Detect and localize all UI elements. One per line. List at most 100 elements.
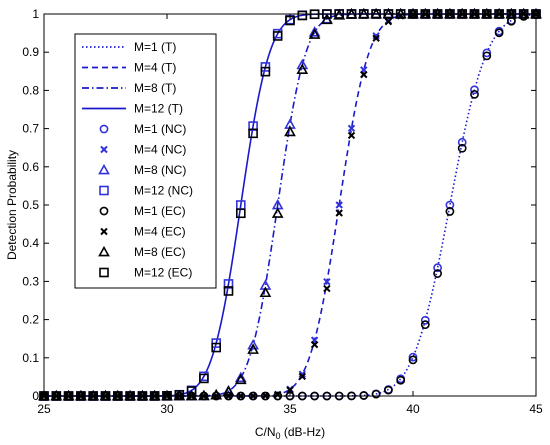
marker-x-stroke <box>347 124 356 133</box>
data-point <box>433 263 442 273</box>
y-tick-label: 0.5 <box>22 198 39 212</box>
legend-entry: M=12 (T) <box>82 102 183 116</box>
data-point <box>211 342 221 353</box>
data-point <box>308 28 321 39</box>
y-tick-label: 0 <box>32 389 39 403</box>
y-tick-label: 0.7 <box>22 122 39 136</box>
x-axis-label: C/N0 (dB-Hz) <box>255 425 325 441</box>
data-point <box>335 201 343 209</box>
legend-entry: M=4 (NC) <box>100 143 186 157</box>
data-point <box>470 85 479 95</box>
marker-x-stroke <box>384 17 393 26</box>
marker-x-stroke <box>310 340 319 349</box>
x-axis: 25 30 35 40 45 <box>37 14 543 416</box>
legend: M=1 (T) M=4 (T) M=8 (T) M=12 (T) M=1 (NC) M=4… <box>74 33 217 289</box>
data-point <box>360 70 368 79</box>
legend-entry: M=1 (EC) <box>99 204 186 218</box>
data-point <box>408 355 418 365</box>
y-tick-label: 0.2 <box>22 313 39 327</box>
legend-box <box>74 33 217 289</box>
legend-label: M=4 (T) <box>134 61 176 75</box>
data-point <box>408 352 418 362</box>
marker-x-stroke <box>273 390 282 399</box>
data-point <box>308 26 321 37</box>
data-point <box>272 31 283 41</box>
data-point <box>359 391 369 400</box>
data-point <box>333 9 346 20</box>
data-point <box>482 48 492 58</box>
data-point <box>321 13 333 25</box>
legend-entry: M=8 (EC) <box>98 245 186 259</box>
data-point <box>383 385 393 395</box>
marker-x-stroke <box>335 201 343 209</box>
marker-x-stroke <box>372 32 380 40</box>
legend-swatch-marker <box>98 163 110 175</box>
legend-label: M=4 (EC) <box>134 225 186 239</box>
data-point <box>296 63 309 75</box>
x-tick-label: 45 <box>529 402 543 416</box>
legend-entry: M=12 (EC) <box>99 266 192 280</box>
y-axis-label: Detection Probability <box>5 150 19 260</box>
data-point <box>271 207 284 218</box>
data-point <box>384 17 393 26</box>
legend-swatch-marker <box>99 185 109 196</box>
data-point <box>420 320 430 330</box>
legend-label: M=12 (EC) <box>134 266 192 280</box>
data-point <box>296 58 309 70</box>
y-tick-label: 0.1 <box>22 351 39 365</box>
legend-label: M=8 (EC) <box>134 245 186 259</box>
marker-x-stroke <box>335 209 343 217</box>
data-point <box>372 32 380 40</box>
data-point <box>186 386 197 396</box>
data-point <box>210 388 223 400</box>
data-point <box>494 28 504 38</box>
legend-label: M=8 (NC) <box>134 163 186 177</box>
legend-swatch-marker <box>100 145 108 154</box>
legend-label: M=1 (NC) <box>134 122 186 136</box>
data-point <box>323 284 331 293</box>
data-point <box>223 279 234 289</box>
legend-swatch-marker <box>100 227 108 236</box>
data-point <box>260 66 271 77</box>
legend-swatch-marker <box>98 245 110 257</box>
y-tick-label: 0.6 <box>22 160 39 174</box>
data-point <box>433 269 442 278</box>
data-point <box>198 389 210 401</box>
marker-x-stroke <box>298 370 307 378</box>
marker-x-stroke <box>347 131 356 140</box>
y-tick-label: 0.8 <box>22 83 39 97</box>
y-tick-label: 1 <box>32 7 39 21</box>
legend-label: M=12 (NC) <box>134 184 193 198</box>
marker-x-stroke <box>360 70 368 79</box>
data-point <box>482 51 492 61</box>
marker-x-stroke <box>298 372 307 381</box>
marker-x-stroke <box>323 284 331 293</box>
data-point <box>470 89 479 99</box>
data-point <box>297 10 308 21</box>
data-point <box>234 373 247 385</box>
data-point <box>199 373 209 384</box>
legend-entry: M=1 (T) <box>82 40 176 54</box>
legend-entry: M=8 (NC) <box>98 163 186 177</box>
data-point <box>286 386 294 394</box>
legend-label: M=12 (T) <box>134 102 183 116</box>
data-point <box>372 34 380 42</box>
marker-x-stroke <box>286 386 294 394</box>
data-point <box>234 371 247 383</box>
data-point <box>284 125 296 137</box>
data-point <box>247 338 259 350</box>
y-axis: 0 0.1 0.2 0.3 0.4 0.5 0.6 0.7 0.8 0.9 1 <box>22 7 536 403</box>
x-tick-label: 35 <box>283 402 297 416</box>
data-point <box>298 370 307 378</box>
legend-label: M=1 (T) <box>134 40 176 54</box>
legend-entry: M=4 (T) <box>82 61 176 75</box>
x-tick-label: 25 <box>37 402 51 416</box>
data-point <box>247 343 259 354</box>
data-point <box>259 286 272 298</box>
data-point <box>335 209 343 217</box>
data-point <box>222 385 235 397</box>
legend-entry: M=4 (EC) <box>100 225 186 239</box>
data-point <box>223 286 234 296</box>
data-point <box>371 389 381 399</box>
